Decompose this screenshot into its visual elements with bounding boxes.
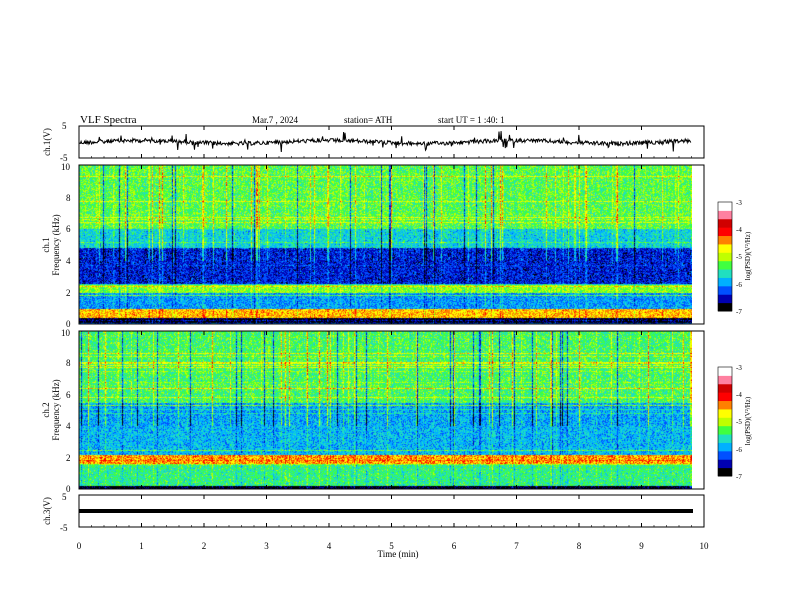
ch2-cb-tick-m6: -6 xyxy=(736,446,742,454)
x-tick-label-10: 10 xyxy=(700,541,710,551)
ch1-ytick-top: 5 xyxy=(62,121,67,131)
ch2-spectrogram-image xyxy=(79,331,692,489)
ch3-ylabel: ch.3(V) xyxy=(42,497,52,525)
time-axis: 0 1 2 3 4 5 6 7 8 9 10 xyxy=(77,126,709,551)
cb2-swatch-11 xyxy=(718,375,732,385)
ch2-spectrogram-panel: 0 2 4 6 8 10 ch.2 Frequency (kHz) xyxy=(41,328,705,494)
x-tick-label-2: 2 xyxy=(202,541,207,551)
x-tick-label-4: 4 xyxy=(327,541,332,551)
ch1-colorbar: -3 -4 -5 -6 -7 log(PSD)(V²/Hz) xyxy=(717,199,752,316)
x-tick-label-9: 9 xyxy=(639,541,644,551)
cb2-swatch-7 xyxy=(718,408,732,418)
ch1-spectrogram-panel: 0 2 4 6 8 10 ch.1 Frequency (kHz) xyxy=(41,162,705,329)
ch2-cb-tick-m7: -7 xyxy=(736,473,742,481)
ch1-colorbar-label: log(PSD)(V²/Hz) xyxy=(744,231,752,280)
cb1-swatch-0 xyxy=(718,302,732,312)
ch1-cb-tick-m4: -4 xyxy=(736,226,742,234)
ch2-cb-tick-m4: -4 xyxy=(736,391,742,399)
ch3-ytick-bottom: -5 xyxy=(60,523,68,533)
cb1-swatch-3 xyxy=(718,277,732,287)
ch1-spec-ylabel-1: ch.1 xyxy=(41,237,51,252)
ch1-ytick-10: 10 xyxy=(61,162,71,172)
ch1-spec-ylabel-2: Frequency (kHz) xyxy=(51,214,61,275)
cb2-swatch-12 xyxy=(718,367,732,376)
cb2-swatch-1 xyxy=(718,459,732,469)
ch1-freq-ticks: 0 2 4 6 8 10 xyxy=(61,162,71,329)
ch1-spectrogram-image xyxy=(79,165,692,324)
cb1-swatch-12 xyxy=(718,202,732,211)
ch2-ytick-8: 8 xyxy=(66,358,71,368)
ch1-cb-tick-m6: -6 xyxy=(736,281,742,289)
ch1-spec-raster xyxy=(79,165,692,324)
date-label: Mar.7 , 2024 xyxy=(252,115,298,125)
cb1-swatch-6 xyxy=(718,252,732,262)
cb1-swatch-7 xyxy=(718,243,732,253)
x-tick-label-3: 3 xyxy=(264,541,269,551)
ch2-ytick-2: 2 xyxy=(66,453,71,463)
ch2-spec-raster xyxy=(79,331,692,489)
x-tick-label-8: 8 xyxy=(577,541,582,551)
ch2-freq-ticks: 0 2 4 6 8 10 xyxy=(61,328,71,494)
cb2-swatch-8 xyxy=(718,400,732,410)
x-tick-label-6: 6 xyxy=(452,541,457,551)
x-tick-label-0: 0 xyxy=(77,541,82,551)
ch1-cb-tick-m3: -3 xyxy=(736,199,742,207)
cb1-swatch-5 xyxy=(718,260,732,270)
ch1-cb-tick-m7: -7 xyxy=(736,308,742,316)
station-label: station= ATH xyxy=(344,115,393,125)
cb2-swatch-4 xyxy=(718,434,732,443)
cb2-swatch-3 xyxy=(718,442,732,452)
ch2-spec-ylabel-2: Frequency (kHz) xyxy=(51,379,61,440)
figure-title: VLF Spectra xyxy=(80,114,137,126)
ch3-ytick-top: 5 xyxy=(62,492,67,502)
cb1-swatch-11 xyxy=(718,210,732,220)
ch2-spec-ylabel-1: ch.2 xyxy=(41,402,51,417)
cb1-swatch-10 xyxy=(718,218,732,228)
ch1-ylabel: ch.1(V) xyxy=(42,128,52,156)
cb1-swatch-1 xyxy=(718,294,732,304)
ch2-colorbar: -3 -4 -5 -6 -7 log(PSD)(V²/Hz) xyxy=(717,364,752,481)
cb2-swatch-0 xyxy=(718,467,732,477)
x-tick-label-1: 1 xyxy=(139,541,144,551)
ch1-cb-tick-m5: -5 xyxy=(736,253,742,261)
cb1-swatch-9 xyxy=(718,227,732,237)
ch3-trace xyxy=(79,509,693,513)
x-axis-label: Time (min) xyxy=(378,549,419,559)
ch2-colorbar-frame xyxy=(717,366,733,477)
ch2-cb-tick-m5: -5 xyxy=(736,418,742,426)
cb2-swatch-9 xyxy=(718,392,732,402)
x-tick-label-5: 5 xyxy=(389,541,394,551)
ch1-colorbar-frame xyxy=(717,201,733,312)
ch1-ytick-2: 2 xyxy=(66,288,71,298)
x-tick-label-7: 7 xyxy=(514,541,519,551)
ch2-cb-tick-m3: -3 xyxy=(736,364,742,372)
cb2-swatch-10 xyxy=(718,383,732,393)
cb2-swatch-2 xyxy=(718,450,732,460)
cb1-swatch-2 xyxy=(718,285,732,295)
ch1-ytick-0: 0 xyxy=(66,319,71,329)
cb2-swatch-6 xyxy=(718,417,732,427)
cb1-swatch-8 xyxy=(718,235,732,245)
ch1-ytick-4: 4 xyxy=(66,256,71,266)
ch1-trace xyxy=(78,131,692,153)
ch1-ytick-6: 6 xyxy=(66,224,71,234)
ch2-ytick-10: 10 xyxy=(61,328,71,338)
cb2-swatch-5 xyxy=(718,425,732,435)
ch1-ytick-bottom: -5 xyxy=(60,153,68,163)
ch2-ytick-6: 6 xyxy=(66,390,71,400)
start-ut-label: start UT = 1 :40: 1 xyxy=(438,115,505,125)
ch1-ytick-8: 8 xyxy=(66,193,71,203)
ch2-colorbar-label: log(PSD)(V²/Hz) xyxy=(744,396,752,445)
ch2-ytick-4: 4 xyxy=(66,421,71,431)
cb1-swatch-4 xyxy=(718,269,732,278)
ch2-ytick-0: 0 xyxy=(66,484,71,494)
